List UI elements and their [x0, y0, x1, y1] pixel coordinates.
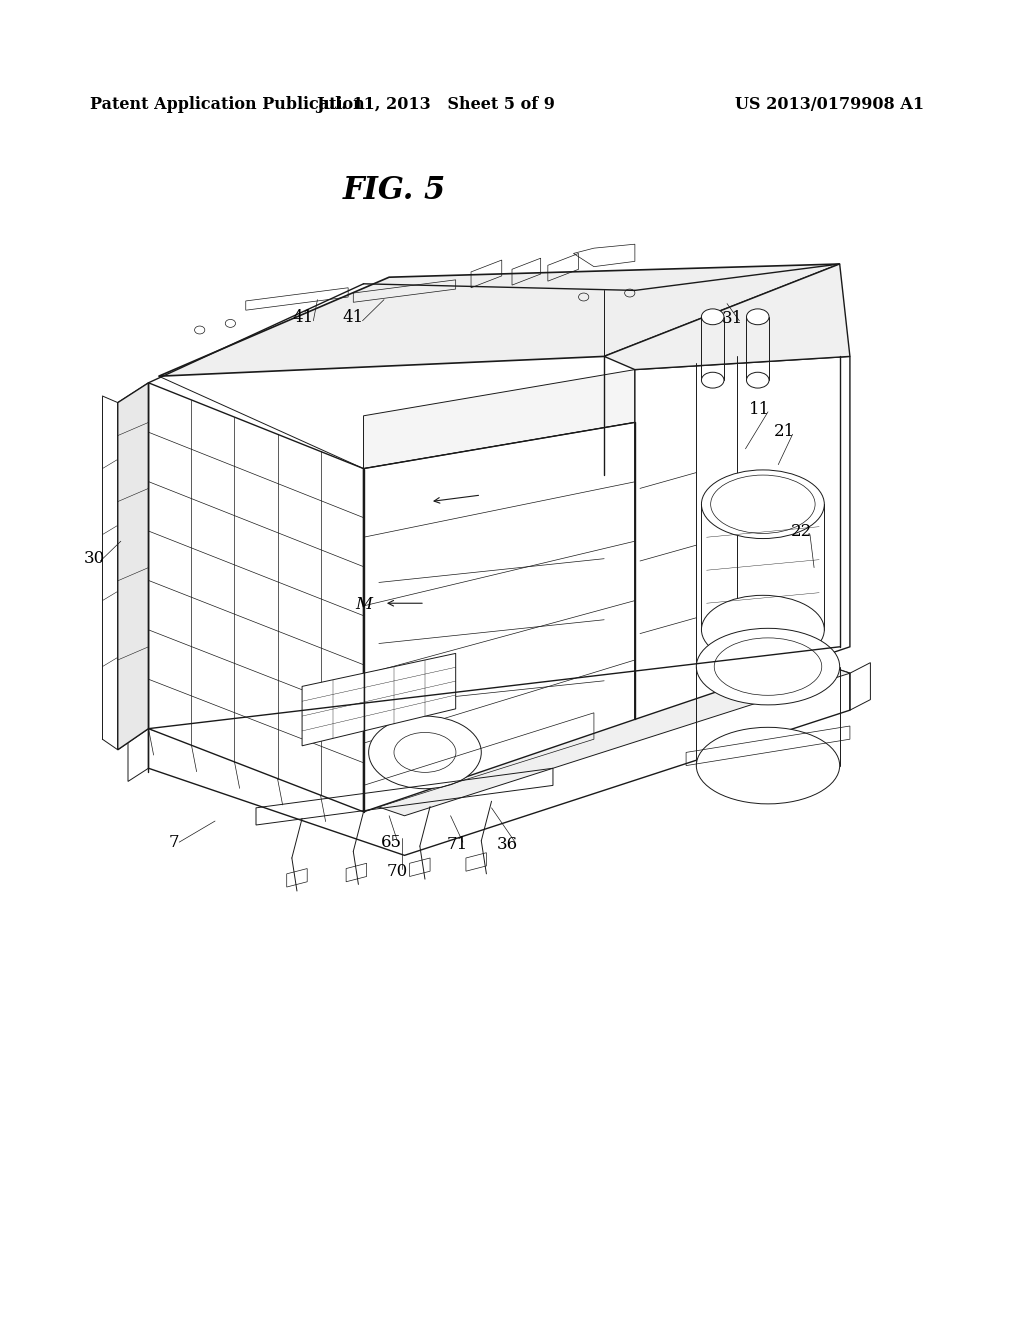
- Ellipse shape: [701, 309, 724, 325]
- Text: US 2013/0179908 A1: US 2013/0179908 A1: [735, 96, 924, 112]
- Polygon shape: [364, 370, 635, 469]
- Text: 41: 41: [343, 309, 364, 326]
- Text: 65: 65: [381, 834, 401, 850]
- Text: FIG. 5: FIG. 5: [343, 174, 445, 206]
- Text: M: M: [355, 597, 372, 612]
- Text: 30: 30: [84, 550, 104, 566]
- Text: 7: 7: [169, 834, 179, 850]
- Text: 41: 41: [293, 309, 313, 326]
- Polygon shape: [148, 587, 850, 816]
- Text: Jul. 11, 2013   Sheet 5 of 9: Jul. 11, 2013 Sheet 5 of 9: [315, 96, 555, 112]
- Text: 70: 70: [387, 863, 408, 879]
- Text: 11: 11: [750, 401, 770, 417]
- Polygon shape: [148, 383, 364, 812]
- Polygon shape: [118, 383, 148, 750]
- Text: 21: 21: [774, 424, 795, 440]
- Ellipse shape: [696, 628, 840, 705]
- Polygon shape: [148, 587, 850, 855]
- Ellipse shape: [696, 727, 840, 804]
- Text: 31: 31: [722, 310, 742, 326]
- Text: Patent Application Publication: Patent Application Publication: [90, 96, 365, 112]
- Polygon shape: [118, 383, 148, 750]
- Polygon shape: [364, 422, 635, 812]
- Ellipse shape: [701, 470, 824, 539]
- Text: 22: 22: [792, 524, 812, 540]
- Polygon shape: [604, 264, 850, 370]
- Ellipse shape: [369, 715, 481, 788]
- Text: 36: 36: [497, 837, 517, 853]
- Ellipse shape: [746, 309, 769, 325]
- Polygon shape: [302, 653, 456, 746]
- Ellipse shape: [701, 372, 724, 388]
- Polygon shape: [635, 356, 850, 719]
- Polygon shape: [159, 264, 840, 376]
- Ellipse shape: [746, 372, 769, 388]
- Ellipse shape: [701, 595, 824, 664]
- Text: 71: 71: [447, 837, 468, 853]
